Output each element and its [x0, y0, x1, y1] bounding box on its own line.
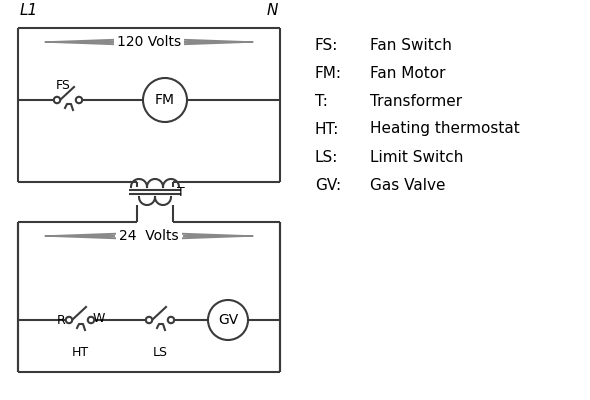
- Text: T:: T:: [315, 94, 328, 108]
- Text: N: N: [267, 3, 278, 18]
- Text: LS: LS: [152, 346, 168, 359]
- Text: Transformer: Transformer: [370, 94, 462, 108]
- Text: Limit Switch: Limit Switch: [370, 150, 463, 164]
- Text: Heating thermostat: Heating thermostat: [370, 122, 520, 136]
- Text: FS: FS: [56, 79, 71, 92]
- Text: FM: FM: [155, 93, 175, 107]
- Text: Gas Valve: Gas Valve: [370, 178, 445, 192]
- Text: R: R: [57, 314, 66, 328]
- Text: 24  Volts: 24 Volts: [119, 229, 179, 243]
- Text: HT: HT: [71, 346, 88, 359]
- Text: L1: L1: [20, 3, 38, 18]
- Circle shape: [54, 97, 60, 103]
- Text: T: T: [177, 186, 185, 198]
- Text: GV: GV: [218, 313, 238, 327]
- Text: 120 Volts: 120 Volts: [117, 35, 181, 49]
- Text: FM:: FM:: [315, 66, 342, 80]
- Text: FS:: FS:: [315, 38, 339, 52]
- Circle shape: [88, 317, 94, 323]
- Circle shape: [76, 97, 82, 103]
- Circle shape: [146, 317, 152, 323]
- Text: W: W: [93, 312, 106, 326]
- Text: LS:: LS:: [315, 150, 339, 164]
- Text: GV:: GV:: [315, 178, 341, 192]
- Text: HT:: HT:: [315, 122, 339, 136]
- Circle shape: [66, 317, 72, 323]
- Text: Fan Motor: Fan Motor: [370, 66, 445, 80]
- Circle shape: [168, 317, 174, 323]
- Text: Fan Switch: Fan Switch: [370, 38, 452, 52]
